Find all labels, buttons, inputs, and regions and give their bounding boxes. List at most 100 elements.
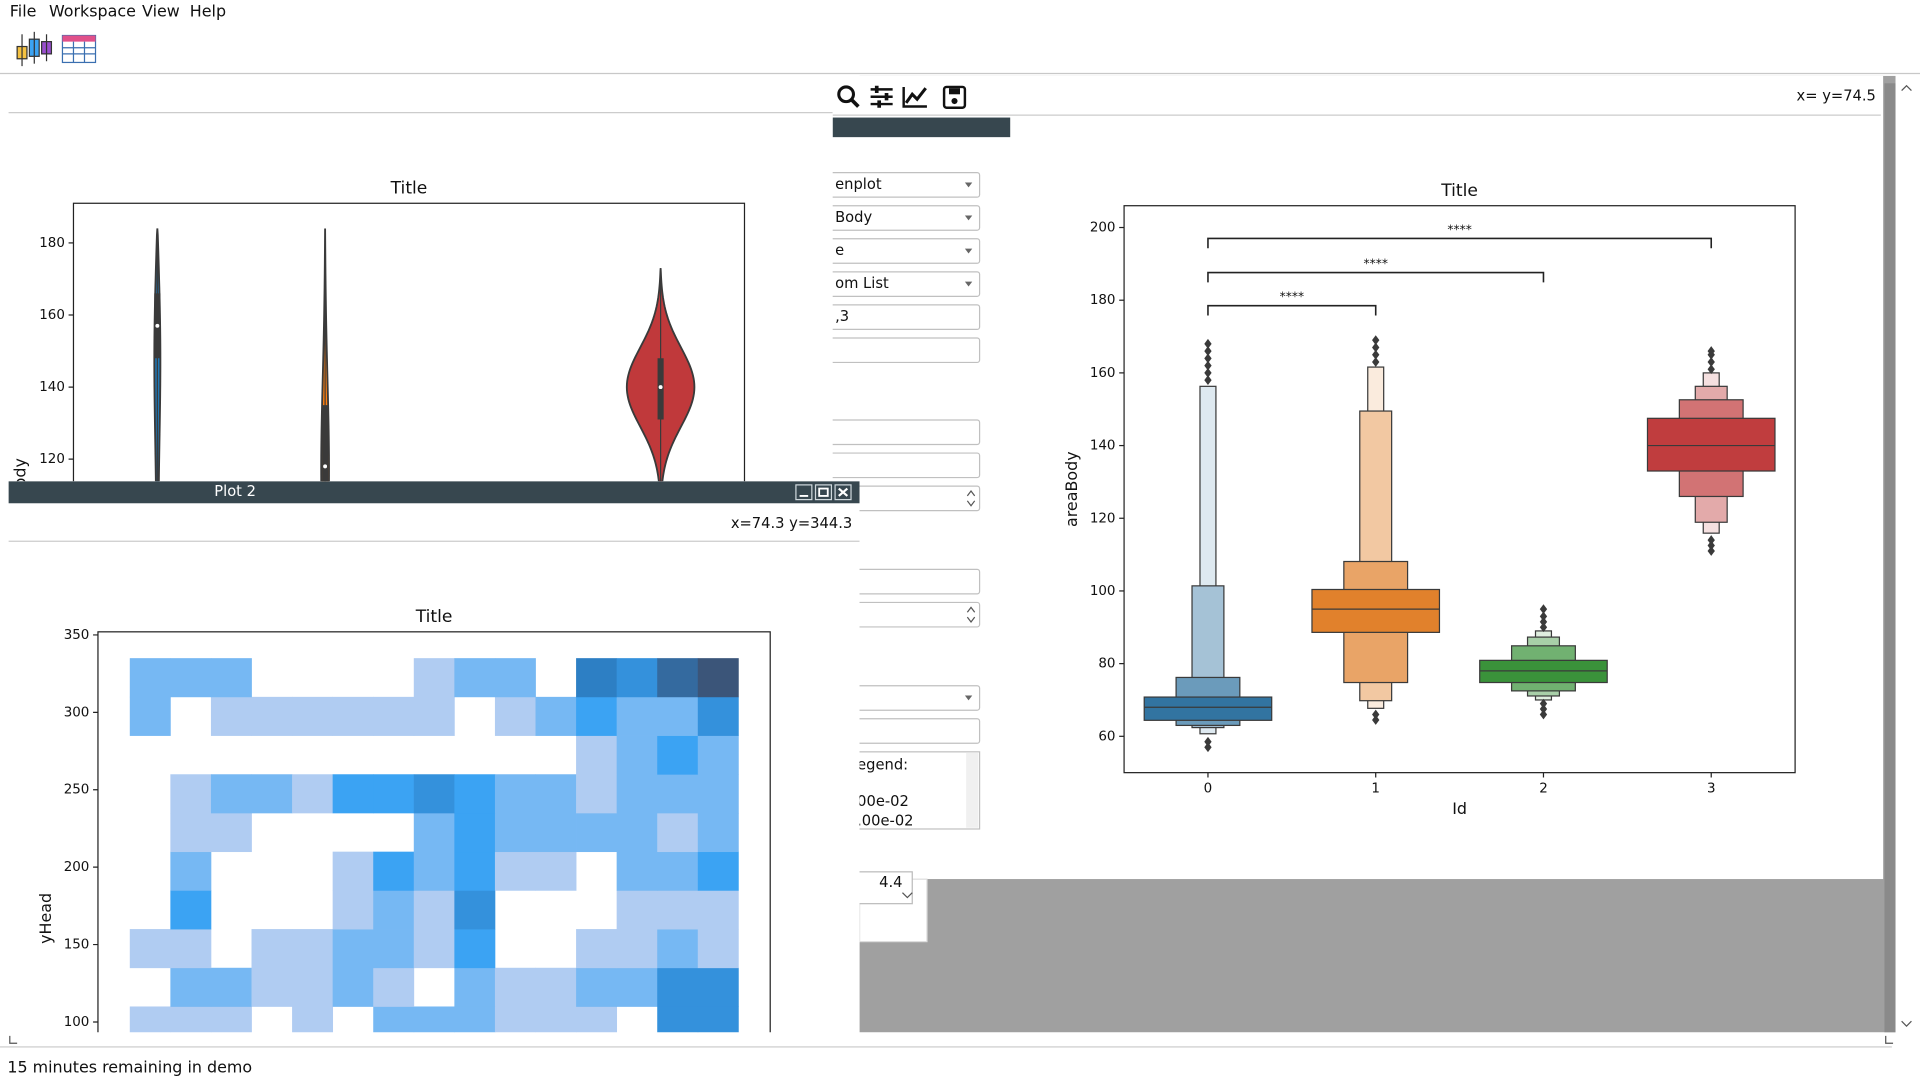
outlier (1707, 346, 1715, 356)
y-axis-label: areaBody (1062, 451, 1081, 527)
heatmap-cell (413, 1006, 455, 1033)
spin-box[interactable] (808, 601, 981, 628)
menu-item[interactable]: View (142, 2, 180, 21)
status-text: 15 minutes remaining in demo (7, 1057, 252, 1076)
dropdown-arrow (964, 248, 973, 254)
spin-arrows[interactable] (966, 606, 976, 624)
dropdown[interactable] (808, 685, 981, 711)
heatmap-cell (697, 696, 739, 736)
y-tick-label: 80 (1098, 657, 1115, 672)
violin-median (323, 464, 328, 469)
boxplot-tool[interactable] (16, 31, 53, 67)
chart-tool[interactable] (902, 86, 927, 108)
outlier (1204, 367, 1212, 378)
violin-median (155, 323, 160, 328)
heatmap-cell (170, 736, 211, 775)
maximize-button[interactable] (814, 484, 833, 501)
chart-title: Title (390, 179, 428, 199)
outlier (1707, 364, 1715, 375)
vertical-scrollbar[interactable] (1884, 83, 1896, 1033)
icon-part (948, 88, 960, 95)
settings-tool[interactable] (870, 85, 893, 108)
heatmap-cell (332, 967, 374, 1007)
dropdown-arrow (964, 182, 973, 188)
table-tool[interactable] (61, 34, 97, 64)
significance-label: **** (1280, 290, 1304, 304)
heatmap-cell (536, 929, 577, 968)
menu-item[interactable]: Help (190, 2, 226, 21)
text-input[interactable] (808, 337, 981, 364)
y-tick-label: 120 (1090, 511, 1116, 526)
y-tick-label: 120 (39, 452, 65, 467)
x-tick-label: 2 (1539, 782, 1548, 797)
text-input[interactable] (808, 452, 981, 479)
dropdown[interactable] (808, 271, 981, 297)
y-tick-label: 250 (64, 783, 90, 798)
spin-box[interactable] (808, 485, 981, 512)
heatmap-cell (210, 774, 252, 814)
heatmap-cell (657, 967, 699, 1007)
dropdown[interactable] (808, 172, 981, 198)
heatmap-cell (616, 774, 658, 814)
heatmap-cell (373, 967, 415, 1007)
y-tick-label: 140 (39, 380, 65, 395)
field-value: enplot (835, 176, 882, 193)
heatmap-cell (535, 1006, 577, 1033)
menu-item[interactable]: File (10, 2, 37, 21)
heatmap-cell (333, 736, 374, 775)
heatmap-cell (251, 774, 293, 814)
dropdown[interactable] (808, 205, 981, 231)
scroll-arrows[interactable] (1901, 84, 1912, 1027)
minimize-button[interactable] (795, 484, 813, 501)
heatmap-cell (535, 812, 577, 853)
heatmap-cell (373, 851, 415, 891)
heatmap-cell (657, 851, 699, 891)
heatmap-cell (413, 890, 455, 930)
menu-item[interactable]: Workspace (49, 2, 136, 21)
text-input[interactable] (808, 304, 981, 330)
heatmap-cell (535, 696, 577, 736)
field-value: Body (835, 209, 872, 226)
outlier (1204, 353, 1212, 364)
spin-arrow[interactable] (902, 892, 913, 899)
heatmap-cell (576, 658, 618, 698)
spin-arrows[interactable] (966, 490, 976, 507)
heatmap-cell (170, 929, 212, 969)
icon-part (902, 86, 927, 108)
heatmap-cell (333, 658, 374, 697)
save-tool[interactable] (942, 85, 967, 109)
size-grip (9, 1035, 1894, 1044)
heatmap-cell (697, 774, 739, 814)
heatmap-cell (292, 1006, 334, 1033)
x-axis-label: Id (1452, 799, 1467, 818)
text-input[interactable] (808, 419, 981, 446)
boxen-chart: Title Id areaBody 60 80 100 120 140 160 180 200 0 1 2… (1062, 181, 1796, 818)
textarea-scrollbar[interactable] (966, 753, 979, 828)
heatmap-cell (413, 658, 455, 698)
dropdown[interactable] (808, 238, 981, 264)
heatmap-cell (616, 658, 658, 698)
close-button[interactable] (834, 484, 852, 501)
heatmap-cell (657, 774, 699, 814)
heatmap-cell (373, 774, 415, 814)
zoom-tool[interactable] (837, 85, 860, 108)
heatmap-cell (252, 658, 293, 697)
heatmap-cell (333, 813, 374, 852)
heatmap-cell (210, 812, 252, 853)
plot-frame (97, 631, 771, 1033)
heatmap-cell (292, 929, 334, 969)
heatmap-cell (576, 967, 618, 1007)
icon-part (904, 87, 927, 104)
text-input[interactable] (808, 568, 981, 595)
plot-1-window: Title areaBody 120 140 160 180 (0, 75, 833, 482)
dropdown-arrow (964, 215, 973, 221)
heatmap-cell (576, 812, 618, 853)
cursor-coords: x= y=74.5 (1797, 88, 1876, 105)
button-frame (834, 484, 852, 501)
field-value: om List (835, 275, 889, 292)
heatmap-cell (697, 812, 739, 853)
heatmap-cell (697, 735, 739, 775)
text-input[interactable] (808, 718, 981, 744)
